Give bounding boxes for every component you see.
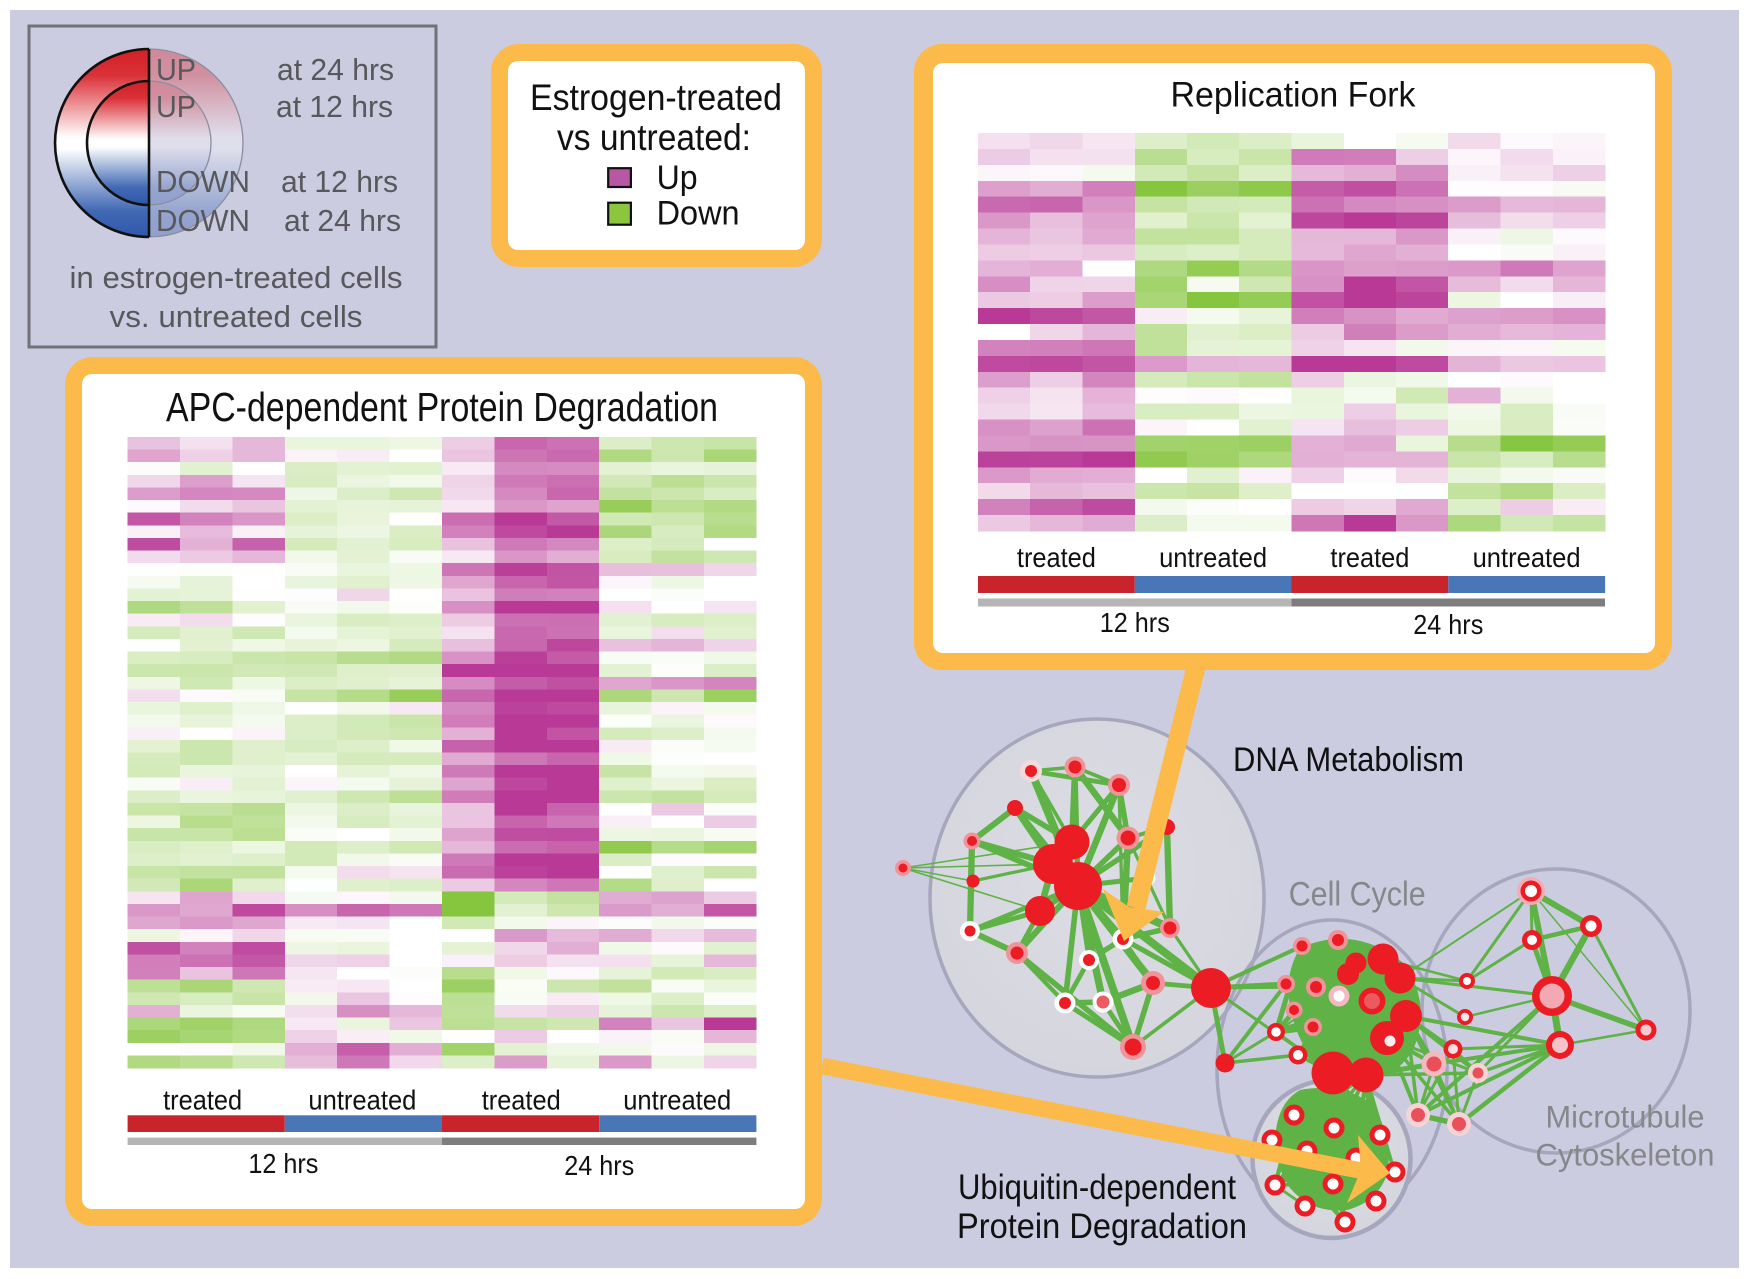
svg-text:treated: treated [1330, 542, 1409, 573]
svg-text:at 12 hrs: at 12 hrs [281, 164, 398, 199]
svg-text:untreated: untreated [1473, 542, 1581, 573]
svg-text:24 hrs: 24 hrs [1413, 609, 1483, 640]
svg-text:Microtubule: Microtubule [1546, 1099, 1705, 1135]
svg-text:treated: treated [163, 1085, 242, 1116]
svg-text:24 hrs: 24 hrs [564, 1150, 634, 1181]
svg-text:12 hrs: 12 hrs [1100, 607, 1170, 638]
svg-text:Protein Degradation: Protein Degradation [957, 1207, 1247, 1246]
svg-text:at 12 hrs: at 12 hrs [276, 89, 393, 124]
svg-text:Ubiquitin-dependent: Ubiquitin-dependent [958, 1168, 1236, 1207]
svg-text:at 24 hrs: at 24 hrs [277, 52, 394, 87]
svg-text:DNA Metabolism: DNA Metabolism [1233, 741, 1464, 779]
svg-text:Down: Down [657, 195, 740, 233]
svg-text:treated: treated [1017, 542, 1096, 573]
svg-text:treated: treated [482, 1085, 561, 1116]
svg-text:vs. untreated cells: vs. untreated cells [110, 299, 363, 334]
svg-text:in estrogen-treated cells: in estrogen-treated cells [70, 260, 403, 295]
svg-text:UP: UP [156, 89, 196, 124]
svg-text:12 hrs: 12 hrs [248, 1148, 318, 1179]
svg-text:DOWN: DOWN [156, 203, 250, 238]
svg-text:DOWN: DOWN [156, 164, 250, 199]
svg-text:UP: UP [156, 52, 196, 87]
svg-text:Estrogen-treated: Estrogen-treated [530, 77, 782, 118]
svg-text:Cytoskeleton: Cytoskeleton [1536, 1137, 1715, 1173]
svg-text:Up: Up [657, 159, 698, 197]
svg-text:Cell Cycle: Cell Cycle [1289, 876, 1426, 914]
svg-text:Replication Fork: Replication Fork [1171, 76, 1416, 115]
svg-text:untreated: untreated [308, 1085, 416, 1116]
svg-text:at 24 hrs: at 24 hrs [284, 203, 401, 238]
svg-text:APC-dependent Protein Degradat: APC-dependent Protein Degradation [166, 384, 718, 430]
svg-text:vs untreated:: vs untreated: [557, 117, 751, 158]
svg-text:untreated: untreated [623, 1085, 731, 1116]
svg-text:untreated: untreated [1159, 542, 1267, 573]
